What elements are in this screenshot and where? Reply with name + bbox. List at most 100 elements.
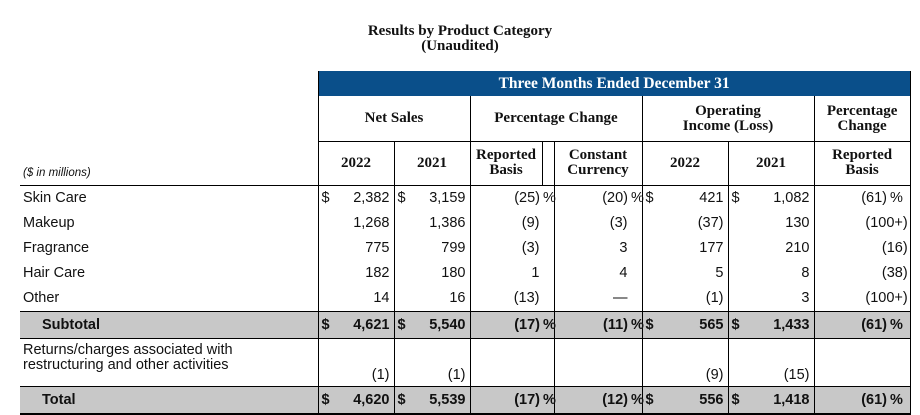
dollar-sign: $ [728, 310, 742, 338]
net-sales-2022: 4,620 [332, 385, 395, 415]
net-sales-2022: 182 [332, 260, 395, 286]
net-sales-2022-header: 2022 [317, 141, 395, 185]
dollar-sign: $ [642, 184, 656, 211]
reported-change: (17) [470, 310, 542, 338]
reported-change: (25) [470, 184, 542, 211]
reported-change: (3) [470, 235, 555, 261]
net-sales-header: Net Sales [317, 96, 471, 142]
percent-sign: % [542, 184, 556, 211]
op-income-2022: 421 [656, 184, 729, 211]
oi-reported-basis-header: Reported Basis [814, 141, 911, 185]
op-income-2021: 130 [742, 210, 815, 236]
percent-sign: % [630, 310, 644, 338]
reported-change: (17) [470, 385, 542, 415]
op-income-2021: (15) [742, 337, 815, 386]
op-income-2021: 1,418 [742, 385, 815, 415]
oi-reported-change: (61) [814, 385, 889, 415]
percentage-change2-header: Percentage Change [814, 96, 911, 142]
restructuring-label-line2: restructuring and other activities [23, 356, 229, 373]
percentage-change2-line2: Change [837, 117, 887, 134]
percent-sign: % [630, 385, 644, 415]
row-label: Makeup [23, 215, 75, 231]
percent-sign: % [542, 385, 556, 415]
reported-basis-header: Reported Basis [470, 141, 543, 185]
op-income-2021: 3 [742, 285, 815, 311]
blank-corner [20, 71, 318, 96]
constant-currency-line1: Constant [568, 147, 628, 164]
dollar-sign: $ [317, 184, 332, 211]
net-sales-2022: 2,382 [332, 184, 395, 211]
percent-sign: % [889, 310, 911, 338]
results-table: Three Months Ended December 31 Net Sales… [20, 71, 911, 415]
oi-reported-change: (61) [814, 184, 889, 211]
net-sales-2021: 5,539 [408, 385, 471, 415]
operating-income-line1: Operating [695, 102, 761, 119]
net-sales-2022: 775 [332, 235, 395, 261]
reported-change: (13) [470, 285, 555, 311]
dollar-sign: $ [394, 184, 408, 211]
total-row: Total $ 4,620 $ 5,539 (17) % (12) % $ 55… [20, 385, 911, 415]
op-income-2022: (1) [656, 285, 729, 311]
operating-income-header: Operating Income (Loss) [642, 96, 815, 142]
blank-corner [20, 96, 318, 142]
oi-reported-change: (100+) [814, 285, 911, 311]
dollar-sign: $ [394, 385, 408, 415]
restructuring-label-line1: Returns/charges associated with [23, 341, 233, 358]
op-income-2021-header: 2021 [728, 141, 815, 185]
net-sales-2021: 1,386 [408, 210, 471, 236]
restructuring-row: Returns/charges associated with restruct… [20, 337, 911, 386]
dollar-sign: $ [317, 310, 332, 338]
table-row: Fragrance 775 799 (3) 3 177 210 (16) [20, 235, 911, 261]
table-row: Other 14 16 (13) — (1) 3 (100+) [20, 285, 911, 311]
reported-basis-line1: Reported [476, 147, 536, 164]
constant-change: — [554, 285, 643, 311]
constant-change: (12) [554, 385, 630, 415]
constant-change: (3) [554, 210, 643, 236]
percent-sign: % [542, 310, 556, 338]
oi-reported-change: (38) [814, 260, 911, 286]
percent-sign: % [889, 385, 911, 415]
op-income-2022: 556 [656, 385, 729, 415]
row-label: Hair Care [23, 265, 86, 281]
constant-currency-line2: Currency [567, 162, 629, 179]
table-row: Skin Care $ 2,382 $ 3,159 (25) % (20) % … [20, 184, 911, 211]
net-sales-2021: 16 [408, 285, 471, 311]
dollar-sign: $ [317, 385, 332, 415]
op-income-2021: 1,433 [742, 310, 815, 338]
op-income-2022: 565 [656, 310, 729, 338]
oi-reported-change: (61) [814, 310, 889, 338]
units-label: ($ in millions) [23, 166, 91, 179]
op-income-2022-header: 2022 [642, 141, 729, 185]
op-income-2022: 5 [656, 260, 729, 286]
oi-reported-basis-line2: Basis [845, 162, 879, 179]
net-sales-2021: 3,159 [408, 184, 471, 211]
table-row: Hair Care 182 180 1 4 5 8 (38) [20, 260, 911, 286]
net-sales-2021: 799 [408, 235, 471, 261]
oi-reported-change: (100+) [814, 210, 911, 236]
dollar-sign: $ [394, 310, 408, 338]
net-sales-2021: (1) [408, 337, 471, 386]
table-row: Makeup 1,268 1,386 (9) (3) (37) 130 (100… [20, 210, 911, 236]
report-title: Results by Product Category [367, 23, 553, 39]
percent-sign: % [630, 184, 644, 211]
op-income-2021: 1,082 [742, 184, 815, 211]
constant-currency-header: Constant Currency [554, 141, 643, 185]
op-income-2022: (37) [656, 210, 729, 236]
percentage-change2-line1: Percentage [826, 102, 898, 119]
oi-reported-basis-line1: Reported [832, 147, 893, 164]
net-sales-2022: (1) [332, 337, 395, 386]
constant-change: (11) [554, 310, 630, 338]
row-label: Other [23, 290, 60, 306]
row-label: Total [20, 385, 318, 415]
net-sales-2021: 5,540 [408, 310, 471, 338]
net-sales-2022: 1,268 [332, 210, 395, 236]
row-label: Fragrance [23, 240, 90, 256]
constant-change: (20) [554, 184, 630, 211]
row-label: Returns/charges associated with restruct… [20, 337, 318, 386]
dollar-sign: $ [642, 385, 656, 415]
reported-change: 1 [470, 260, 555, 286]
period-banner: Three Months Ended December 31 [317, 71, 911, 96]
net-sales-2022: 14 [332, 285, 395, 311]
percentage-change-header: Percentage Change [470, 96, 643, 142]
op-income-2021: 8 [742, 260, 815, 286]
